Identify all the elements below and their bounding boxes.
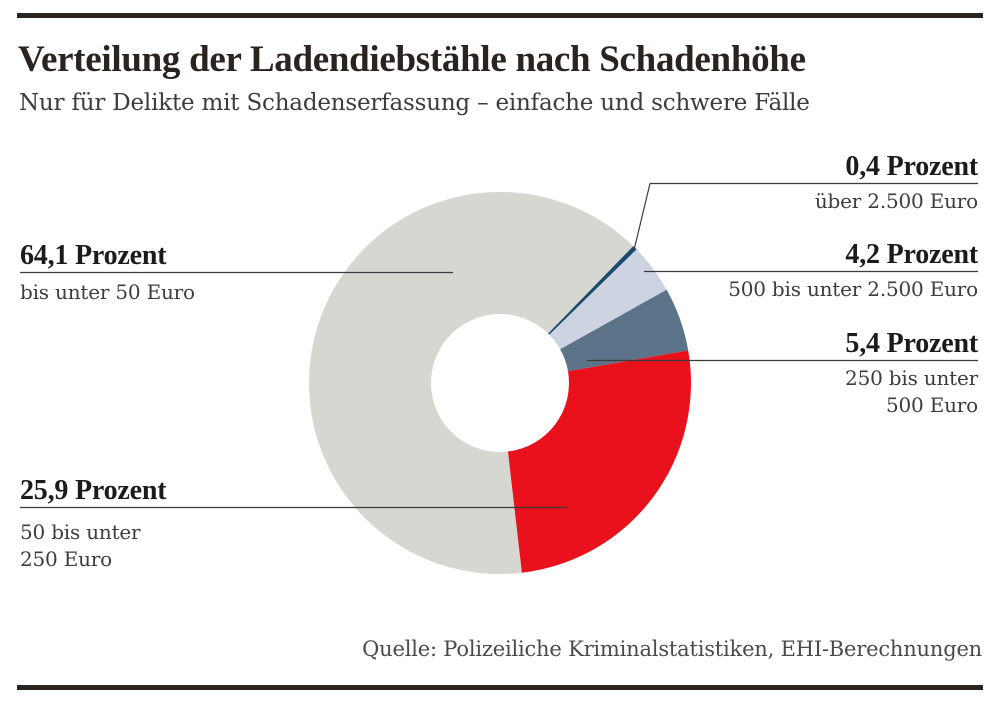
callout-label-line: 500 Euro (885, 393, 978, 417)
donut-slice-3 (560, 289, 689, 372)
donut-slice-5 (309, 192, 634, 575)
callout-value-bis-unter-50-euro: 64,1 Prozent (20, 240, 167, 271)
callout-value-50-bis-250-euro: 25,9 Prozent (20, 475, 167, 506)
chart-subtitle: Nur für Delikte mit Schadenserfassung – … (19, 90, 810, 116)
callout-label-500-bis-2500-euro: 500 bis unter 2.500 Euro (728, 276, 978, 303)
callout-label-50-bis-250-euro: 50 bis unter 250 Euro (20, 519, 141, 573)
callout-value-250-bis-500-euro: 5,4 Prozent (845, 328, 978, 359)
callout-label-bis-unter-50-euro: bis unter 50 Euro (20, 279, 195, 306)
callout-label-ueber-2500-euro: über 2.500 Euro (815, 188, 978, 215)
donut-slice-1 (548, 246, 637, 335)
callout-label-line: 50 bis unter (20, 520, 141, 544)
callout-label-line: 500 bis unter 2.500 Euro (728, 277, 978, 301)
callout-value-ueber-2500-euro: 0,4 Prozent (845, 151, 978, 182)
callout-label-line: bis unter 50 Euro (20, 280, 195, 304)
top-rule (17, 13, 983, 18)
bottom-rule (17, 685, 983, 690)
callout-label-line: über 2.500 Euro (814, 189, 978, 213)
leader-line-0-4-diagonal (633, 183, 651, 249)
callout-value-500-bis-2500-euro: 4,2 Prozent (845, 239, 978, 270)
callout-label-250-bis-500-euro: 250 bis unter 500 Euro (845, 365, 978, 419)
source-note: Quelle: Polizeiliche Kriminalstatistiken… (362, 637, 982, 661)
donut-slice-4 (507, 350, 691, 573)
donut-slice-2 (549, 249, 667, 350)
chart-title: Verteilung der Ladendiebstähle nach Scha… (18, 39, 806, 80)
callout-label-line: 250 bis unter (845, 366, 978, 390)
callout-label-line: 250 Euro (20, 547, 113, 571)
